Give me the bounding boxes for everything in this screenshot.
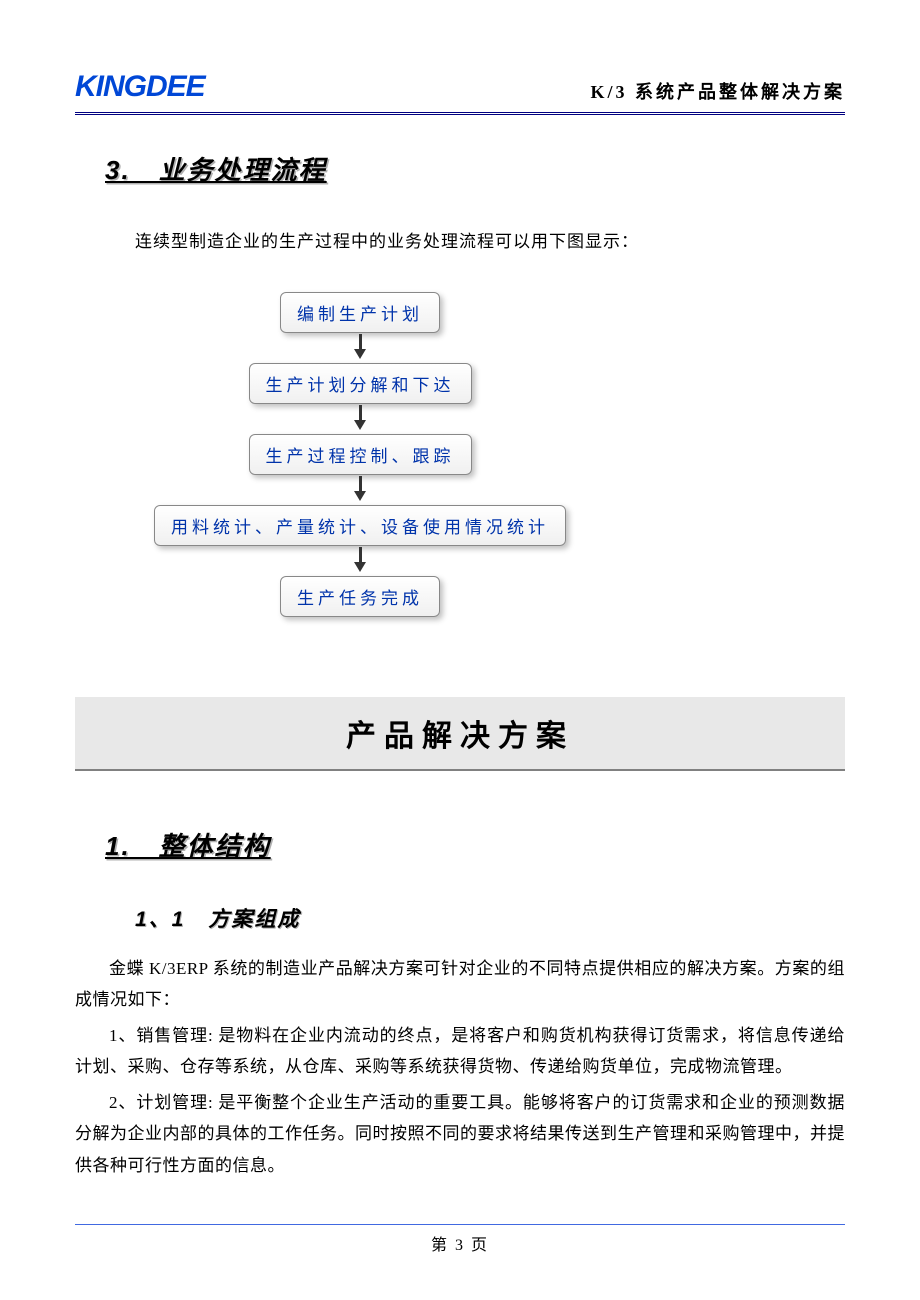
page-container: KINGDEE K/3 系统产品整体解决方案 3. 业务处理流程 连续型制造企业… — [0, 0, 920, 1300]
para-sales: 1、销售管理: 是物料在企业内流动的终点，是将客户和购货机构获得订货需求，将信息… — [75, 1020, 845, 1083]
page-header: KINGDEE K/3 系统产品整体解决方案 — [75, 70, 845, 115]
flow-node-4: 用料统计、产量统计、设备使用情况统计 — [154, 505, 566, 546]
flow-node-3: 生产过程控制、跟踪 — [249, 434, 472, 475]
para-plan: 2、计划管理: 是平衡整个企业生产活动的重要工具。能够将客户的订货需求和企业的预… — [75, 1087, 845, 1181]
section-1-1-heading: 1、1 方案组成 — [135, 903, 845, 933]
kingdee-logo: KINGDEE — [75, 70, 205, 104]
solution-banner: 产品解决方案 — [75, 697, 845, 771]
section-3-heading: 3. 业务处理流程 — [105, 150, 845, 187]
flow-node-5: 生产任务完成 — [280, 576, 440, 617]
flow-node-2: 生产计划分解和下达 — [249, 363, 472, 404]
page-number: 第 3 页 — [0, 1231, 920, 1255]
section-3-intro: 连续型制造企业的生产过程中的业务处理流程可以用下图显示： — [135, 227, 845, 252]
flow-node-1: 编制生产计划 — [280, 292, 440, 333]
section-1-heading: 1. 整体结构 — [105, 826, 845, 863]
doc-title: K/3 系统产品整体解决方案 — [590, 78, 845, 104]
footer-rule — [75, 1224, 845, 1225]
para-intro: 金蝶 K/3ERP 系统的制造业产品解决方案可针对企业的不同特点提供相应的解决方… — [75, 953, 845, 1016]
flowchart: 编制生产计划 生产计划分解和下达 生产过程控制、跟踪 用料统计、产量统计、设备使… — [170, 292, 845, 617]
